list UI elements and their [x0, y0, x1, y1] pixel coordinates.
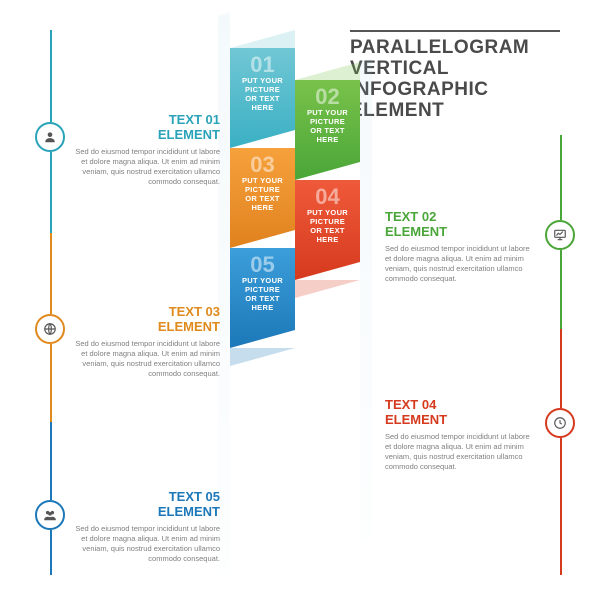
segment-number: 02 [295, 84, 360, 110]
segment-number: 04 [295, 184, 360, 210]
body: Sed do eiusmod tempor incididunt ut labo… [385, 244, 530, 285]
col-left: 01 PUT YOURPICTUREOR TEXTHERE 03 PUT YOU… [230, 30, 295, 570]
body: Sed do eiusmod tempor incididunt ut labo… [75, 147, 220, 188]
text-block-05: TEXT 05ELEMENT Sed do eiusmod tempor inc… [75, 490, 220, 564]
infographic-canvas: PARALLELOGRAM VERTICAL INFOGRAPHIC ELEME… [0, 0, 600, 600]
globe-icon [35, 314, 65, 344]
title-rule [350, 30, 560, 32]
timeline-seg [560, 135, 562, 220]
text-block-01: TEXT 01ELEMENT Sed do eiusmod tempor inc… [75, 113, 220, 187]
timeline-seg [560, 438, 562, 575]
col-right: 02 PUT YOURPICTUREOR TEXTHERE 04 PUT YOU… [295, 80, 360, 600]
segment-number: 03 [230, 152, 295, 178]
center-column: 01 PUT YOURPICTUREOR TEXTHERE 03 PUT YOU… [230, 30, 370, 570]
title-block: PARALLELOGRAM VERTICAL INFOGRAPHIC ELEME… [350, 30, 560, 122]
timeline-seg [560, 329, 562, 408]
title-l1: PARALLELOGRAM [350, 37, 529, 58]
segment-number: 05 [230, 252, 295, 278]
segment-label: PUT YOURPICTUREOR TEXTHERE [295, 208, 360, 244]
timeline-seg [50, 30, 52, 122]
timeline-seg [50, 344, 52, 422]
body: Sed do eiusmod tempor incididunt ut labo… [75, 524, 220, 565]
segment-label: PUT YOURPICTUREOR TEXTHERE [295, 108, 360, 144]
segment-05: 05 PUT YOURPICTUREOR TEXTHERE [230, 248, 295, 348]
segment-label: PUT YOURPICTUREOR TEXTHERE [230, 176, 295, 212]
segment-01: 01 PUT YOURPICTUREOR TEXTHERE [230, 48, 295, 148]
heading: TEXT 05ELEMENT [75, 490, 220, 520]
text-block-04: TEXT 04ELEMENT Sed do eiusmod tempor inc… [385, 398, 530, 472]
timeline-seg [50, 233, 52, 314]
segment-03: 03 PUT YOURPICTUREOR TEXTHERE [230, 148, 295, 248]
timeline-seg [50, 530, 52, 575]
cap-top-right [295, 62, 360, 80]
cap-top-left [230, 30, 295, 48]
heading: TEXT 01ELEMENT [75, 113, 220, 143]
user-icon [35, 122, 65, 152]
monitor-icon [545, 220, 575, 250]
text-block-03: TEXT 03ELEMENT Sed do eiusmod tempor inc… [75, 305, 220, 379]
timeline-seg [50, 152, 52, 233]
segment-04: 04 PUT YOURPICTUREOR TEXTHERE [295, 180, 360, 280]
group-icon [35, 500, 65, 530]
cap-bot-left [230, 348, 295, 366]
segment-02: 02 PUT YOURPICTUREOR TEXTHERE [295, 80, 360, 180]
timeline-seg [50, 422, 52, 500]
body: Sed do eiusmod tempor incididunt ut labo… [75, 339, 220, 380]
clock-icon [545, 408, 575, 438]
text-block-02: TEXT 02ELEMENT Sed do eiusmod tempor inc… [385, 210, 530, 284]
segment-label: PUT YOURPICTUREOR TEXTHERE [230, 276, 295, 312]
heading: TEXT 03ELEMENT [75, 305, 220, 335]
body: Sed do eiusmod tempor incididunt ut labo… [385, 432, 530, 473]
heading: TEXT 02ELEMENT [385, 210, 530, 240]
heading: TEXT 04ELEMENT [385, 398, 530, 428]
timeline-seg [560, 250, 562, 329]
glass-sliver-right [360, 58, 372, 541]
segment-number: 01 [230, 52, 295, 78]
cap-bot-right [295, 280, 360, 298]
segment-label: PUT YOURPICTUREOR TEXTHERE [230, 76, 295, 112]
title-text: PARALLELOGRAM VERTICAL INFOGRAPHIC ELEME… [350, 38, 560, 122]
